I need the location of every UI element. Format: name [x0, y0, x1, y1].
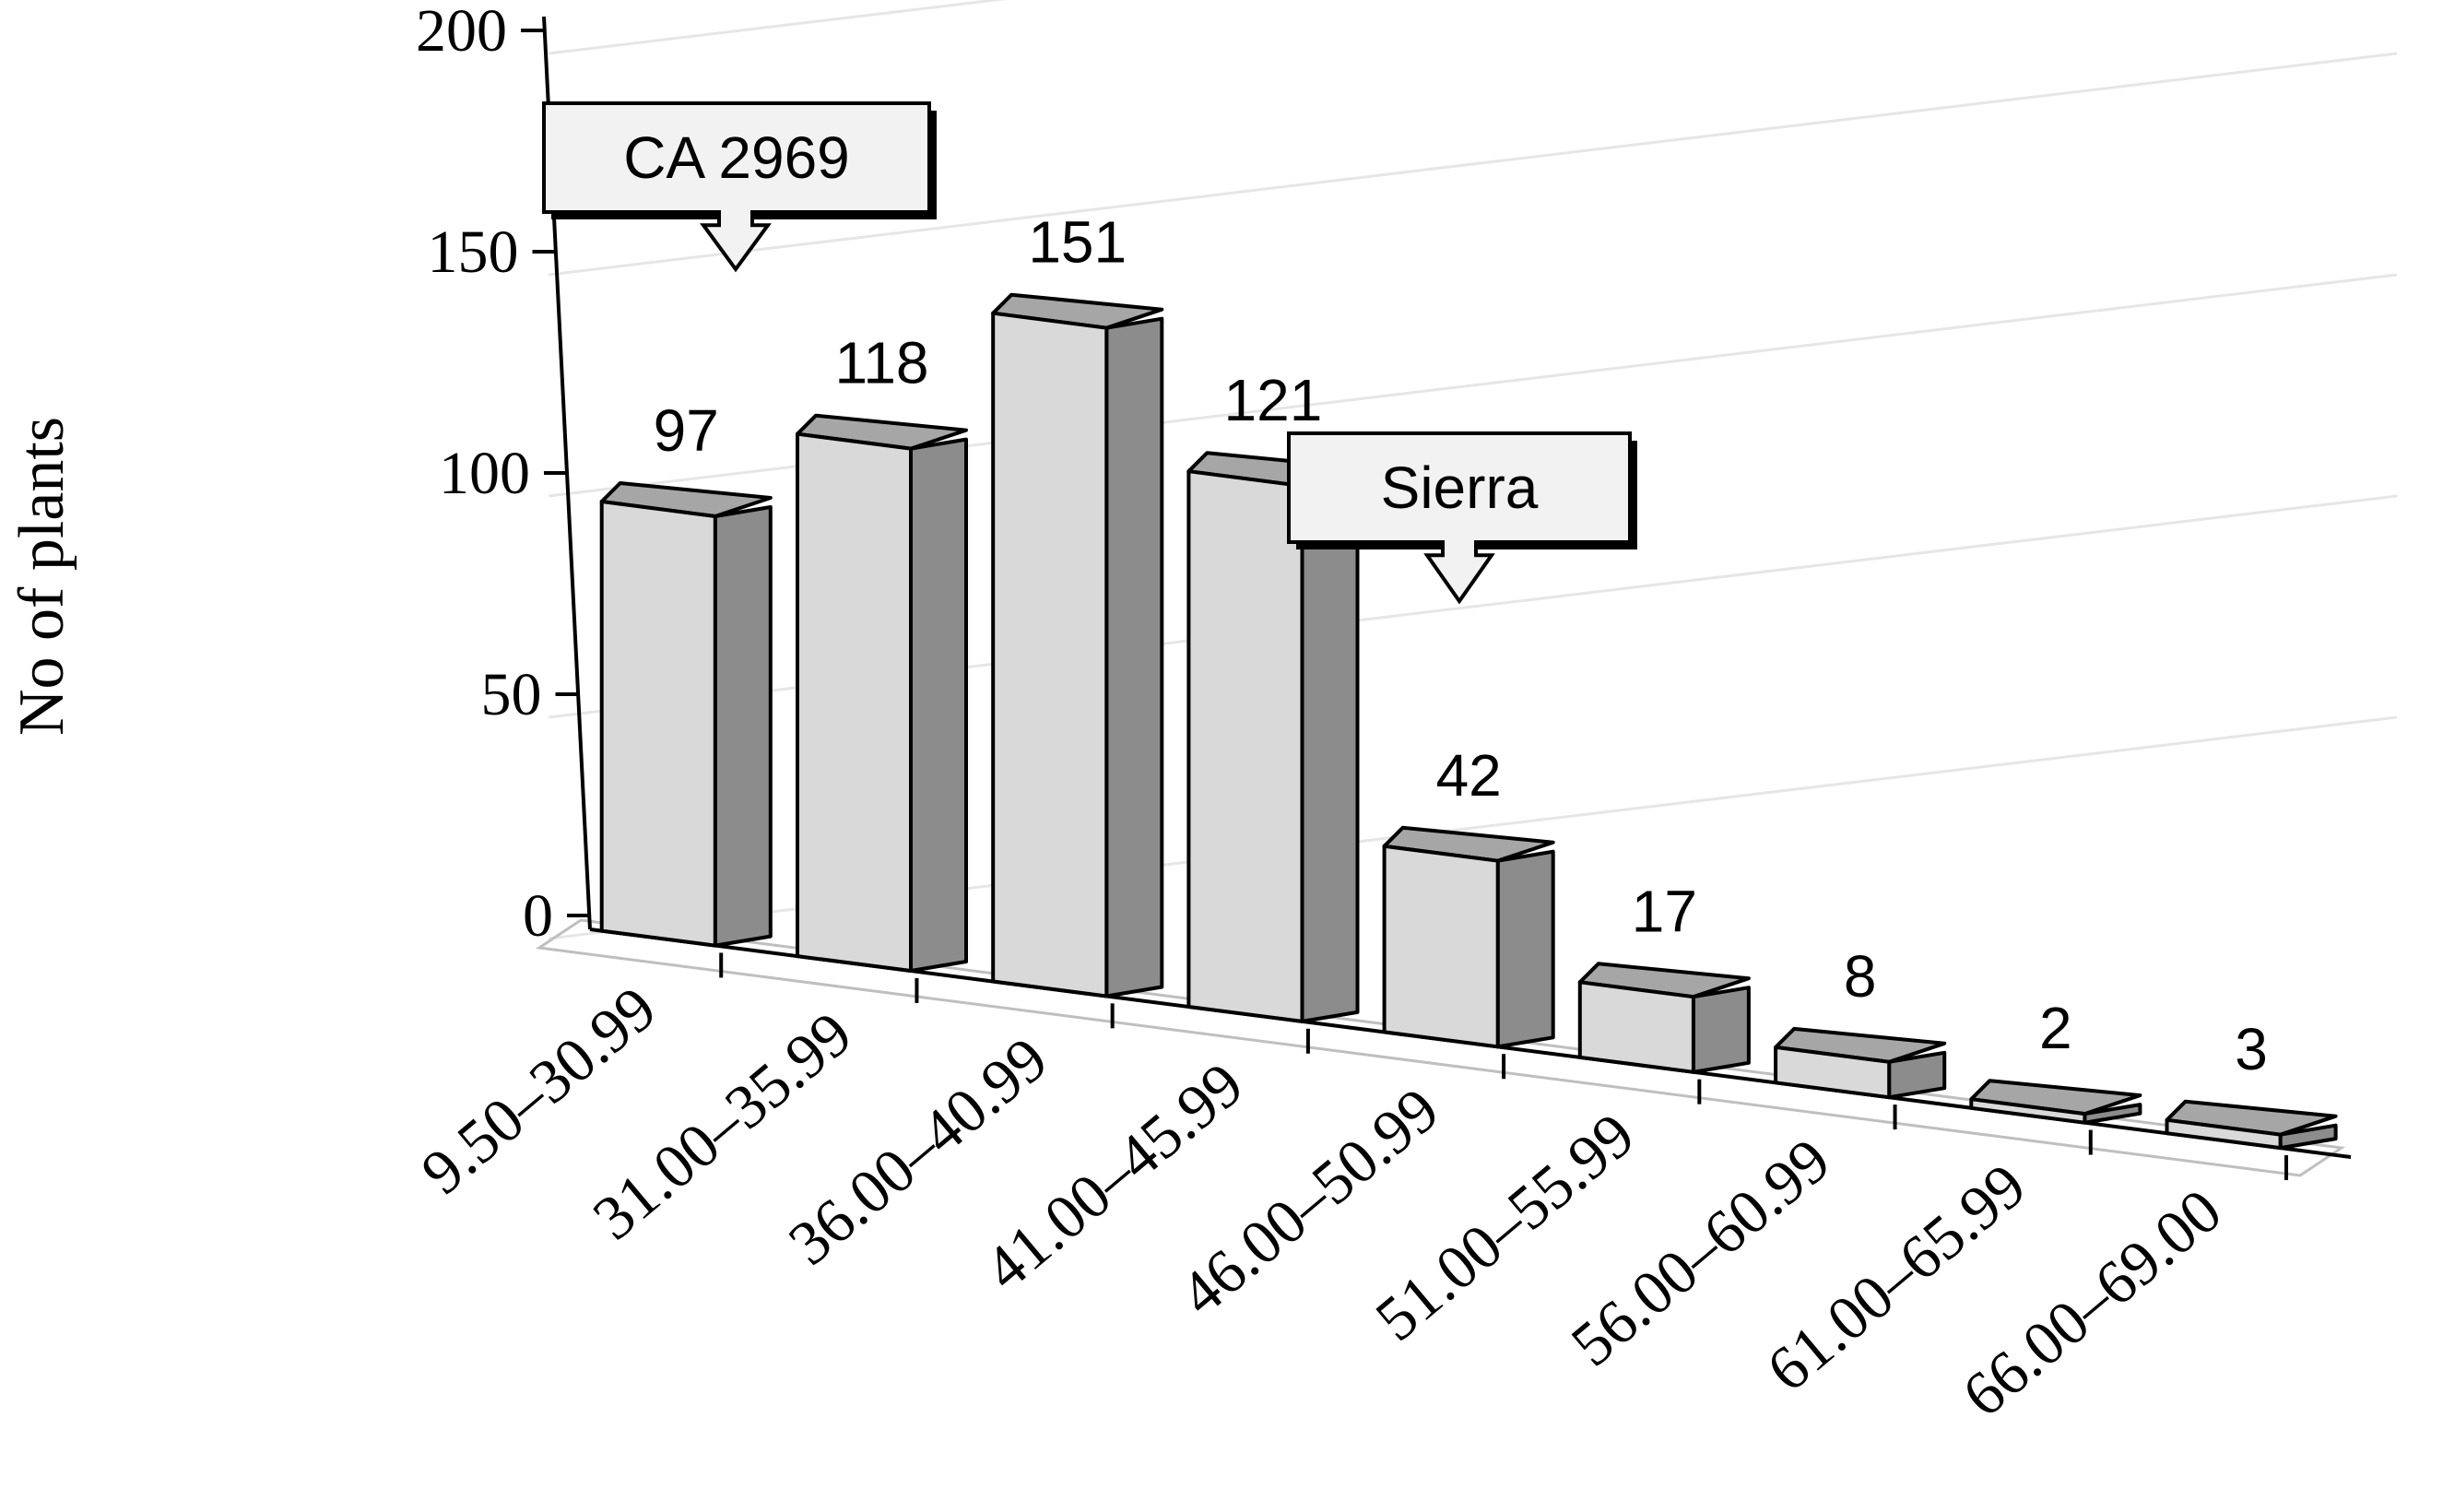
bar-front [599, 500, 717, 948]
data-label: 8 [1844, 943, 1877, 1010]
bar-side [1495, 849, 1555, 1049]
callout-text: Sierra [1381, 455, 1539, 521]
y-tick-label: 100 [439, 440, 530, 507]
callout-text: CA 2969 [623, 124, 850, 191]
bar-front [1186, 469, 1304, 1023]
bar-side [909, 437, 968, 973]
data-label: 151 [1028, 209, 1127, 276]
bar-61.00–65.99 [1969, 1079, 2142, 1125]
y-axis-title: No of plants [6, 417, 77, 736]
callouts: CA 2969 Sierra [542, 101, 1637, 605]
callout-sierra: Sierra [1287, 431, 1637, 605]
bar-9.50–30.99 [599, 481, 773, 948]
data-label: 118 [834, 330, 928, 396]
gridline [548, 0, 1008, 55]
bar-side [1300, 475, 1360, 1023]
data-label: 121 [1224, 367, 1323, 433]
data-label: 42 [1436, 742, 1502, 809]
bar-side [1104, 316, 1164, 998]
bar-31.00–35.99 [796, 413, 968, 973]
y-tick-label: 0 [523, 882, 553, 950]
chart-walls [535, 918, 2346, 1177]
gridline [548, 52, 2398, 277]
bars [599, 292, 2338, 1151]
bar-front [1774, 1045, 1892, 1100]
data-labels: 97 118 151 121 42 17 8 2 3 [654, 209, 2268, 1082]
bar-51.00–55.99 [1577, 962, 1751, 1074]
floor-outline [535, 918, 2346, 1177]
callout-box [542, 101, 931, 273]
y-tick-label: 150 [428, 219, 519, 286]
bar-front [2165, 1117, 2283, 1151]
bar-46.00–50.99 [1382, 825, 1555, 1049]
data-label: 2 [2039, 995, 2072, 1061]
bar-36.00–40.99 [991, 292, 1164, 998]
bar-front [1969, 1097, 2087, 1125]
bar-66.00–69.00 [2165, 1099, 2338, 1151]
data-label: 97 [654, 397, 719, 464]
bar-side [713, 505, 773, 948]
callout-box [1287, 431, 1632, 605]
y-tick-label: 50 [481, 661, 542, 728]
data-label: 3 [2235, 1016, 2268, 1082]
bar-front [1577, 980, 1695, 1074]
bar-side [1691, 986, 1751, 1074]
bar-41.00–45.99 [1186, 451, 1360, 1023]
bar-front [991, 311, 1109, 998]
data-label: 17 [1632, 878, 1697, 944]
y-tick-label: 200 [416, 0, 507, 65]
bar-front [796, 431, 913, 973]
callout-ca-2969: CA 2969 [542, 101, 937, 273]
bar-56.00–60.99 [1774, 1026, 1947, 1100]
bar-front [1382, 844, 1500, 1049]
